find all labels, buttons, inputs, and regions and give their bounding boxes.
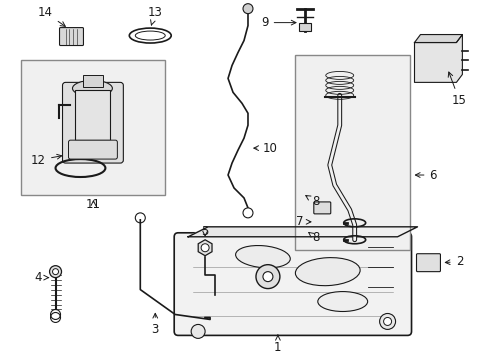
Circle shape bbox=[201, 244, 209, 252]
Ellipse shape bbox=[235, 246, 290, 268]
Text: 9: 9 bbox=[261, 16, 295, 29]
Text: 15: 15 bbox=[447, 72, 466, 107]
Polygon shape bbox=[188, 227, 417, 237]
Polygon shape bbox=[414, 35, 462, 42]
Bar bbox=[20, 60, 165, 195]
Text: 4: 4 bbox=[35, 271, 48, 284]
Circle shape bbox=[52, 269, 59, 275]
Text: 6: 6 bbox=[414, 168, 436, 181]
Circle shape bbox=[49, 266, 61, 278]
Circle shape bbox=[379, 314, 395, 329]
Text: 12: 12 bbox=[31, 154, 61, 167]
Circle shape bbox=[383, 318, 391, 325]
Bar bbox=[298, 23, 310, 31]
Polygon shape bbox=[414, 35, 462, 82]
Bar bbox=[294, 55, 408, 250]
Text: 7: 7 bbox=[296, 215, 310, 228]
Ellipse shape bbox=[295, 258, 359, 286]
Ellipse shape bbox=[72, 80, 112, 96]
Text: 11: 11 bbox=[86, 198, 101, 211]
Text: 5: 5 bbox=[201, 225, 208, 238]
Text: 14: 14 bbox=[38, 6, 65, 26]
Text: 10: 10 bbox=[253, 141, 277, 155]
FancyBboxPatch shape bbox=[62, 82, 123, 163]
Ellipse shape bbox=[317, 292, 367, 311]
FancyBboxPatch shape bbox=[313, 202, 330, 214]
Bar bbox=[75, 90, 110, 140]
Text: 8: 8 bbox=[308, 231, 319, 244]
Text: 2: 2 bbox=[445, 255, 462, 268]
Text: 8: 8 bbox=[305, 195, 319, 208]
Circle shape bbox=[243, 208, 252, 218]
Text: 3: 3 bbox=[151, 313, 159, 336]
FancyBboxPatch shape bbox=[174, 233, 411, 336]
FancyBboxPatch shape bbox=[68, 140, 117, 159]
Bar bbox=[83, 75, 103, 87]
Circle shape bbox=[263, 272, 272, 282]
Circle shape bbox=[191, 324, 204, 338]
Circle shape bbox=[243, 4, 252, 14]
FancyBboxPatch shape bbox=[416, 254, 440, 272]
Text: 13: 13 bbox=[147, 6, 163, 25]
FancyBboxPatch shape bbox=[60, 28, 83, 45]
Circle shape bbox=[255, 265, 279, 289]
Text: 1: 1 bbox=[274, 335, 281, 354]
